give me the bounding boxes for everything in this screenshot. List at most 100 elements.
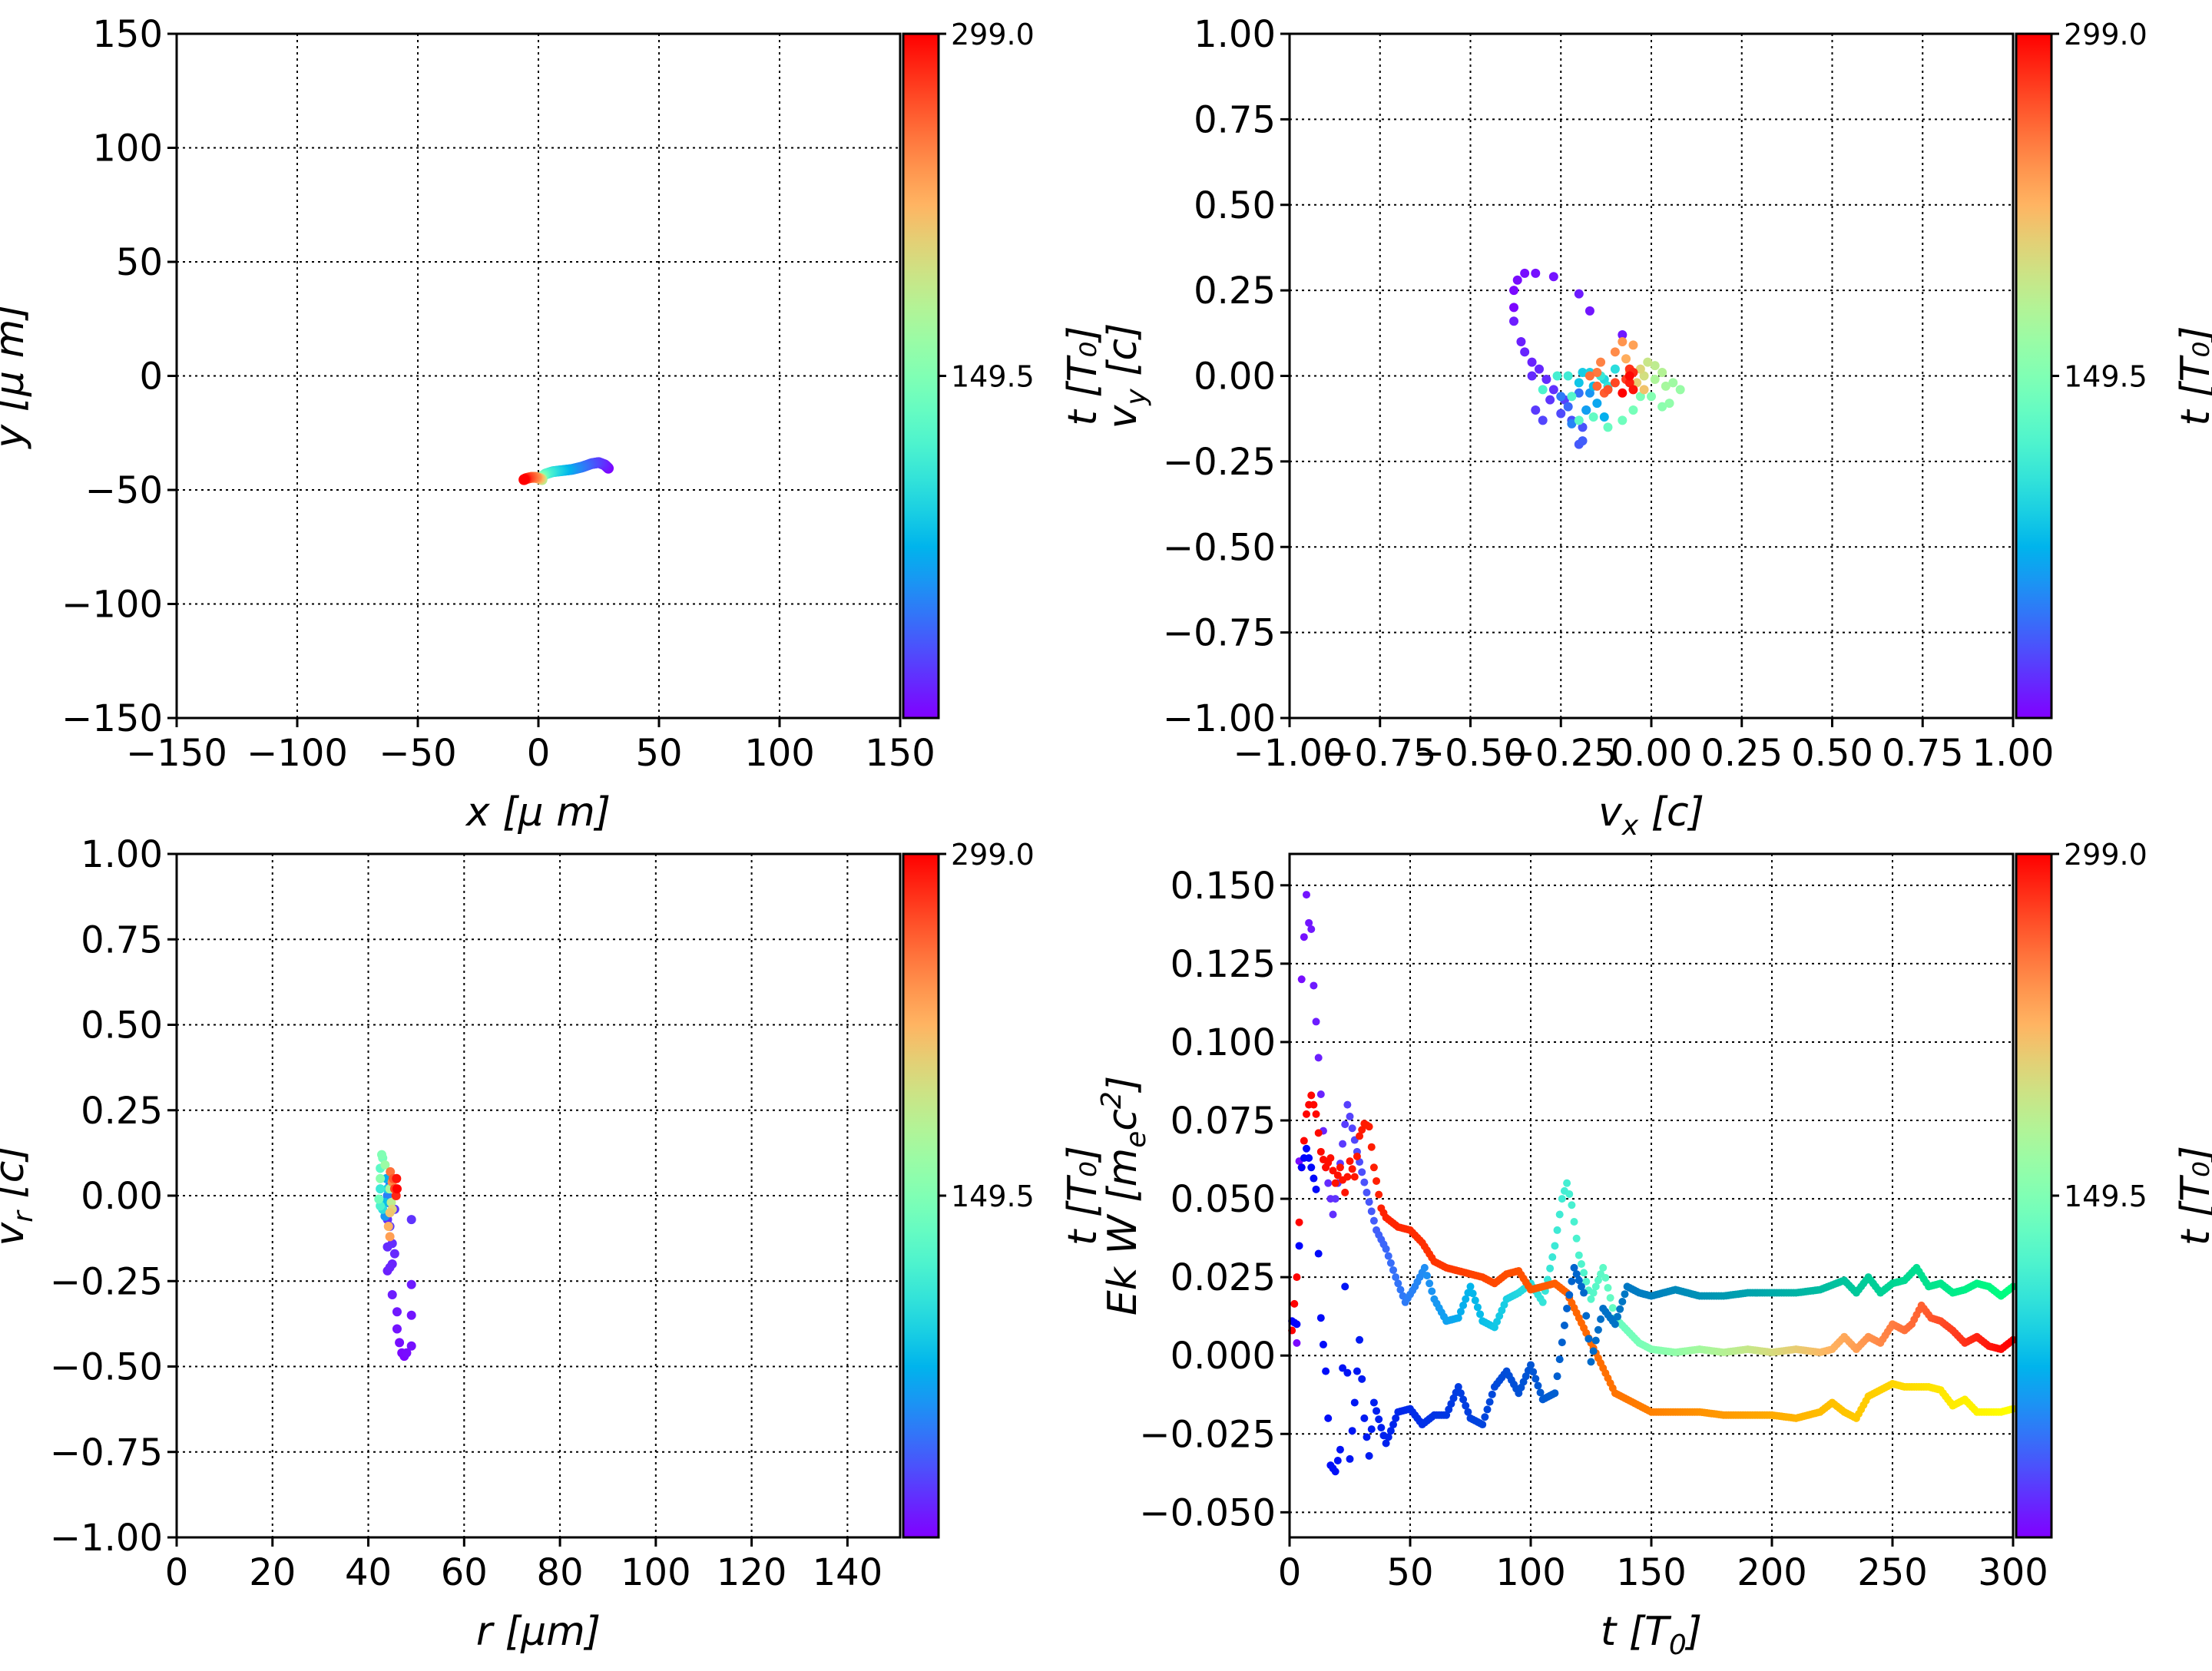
series-ek <box>1293 891 2017 1357</box>
y-tick-label: −1.00 <box>50 1517 163 1560</box>
energy-point <box>1621 1290 1629 1299</box>
energy-point <box>1599 1263 1608 1272</box>
energy-point <box>1319 1340 1327 1348</box>
x-tick-label: 20 <box>249 1551 296 1594</box>
energy-point <box>1346 1454 1354 1463</box>
velocity-point <box>1650 361 1660 371</box>
energy-point <box>1469 1289 1477 1298</box>
x-ticks: 0 20 40 60 80 100 120 140 <box>165 1537 882 1594</box>
velocity-point <box>1527 357 1537 367</box>
y-tick-label: 0.125 <box>1171 943 1276 986</box>
energy-point <box>1527 1361 1535 1369</box>
radial-point <box>386 1197 396 1207</box>
energy-point <box>1396 1286 1405 1294</box>
x-axis-label: r [μm] <box>476 1609 601 1655</box>
trajectory-point <box>518 474 530 485</box>
y-tick-label: 0.50 <box>1194 184 1276 227</box>
x-tick-label: −0.75 <box>1323 732 1436 775</box>
velocity-point <box>1624 371 1634 381</box>
colorbar-tick-label: 149.5 <box>2064 1180 2147 1213</box>
energy-point <box>1454 1383 1462 1391</box>
energy-point <box>1565 1291 1574 1299</box>
energy-point <box>1587 1295 1595 1303</box>
energy-point <box>1580 1289 1588 1297</box>
colorbar-label: t [T₀] <box>1060 1146 1106 1246</box>
energy-point <box>1363 1188 1371 1196</box>
energy-point <box>1608 1304 1617 1312</box>
energy-point <box>1459 1301 1468 1309</box>
energy-point <box>1568 1201 1576 1209</box>
velocity-point <box>1509 286 1519 296</box>
velocity-point <box>1552 371 1562 381</box>
colorbar-gradient <box>902 32 940 720</box>
colorbar-tick-label: 149.5 <box>951 360 1035 394</box>
energy-point <box>1343 1173 1352 1181</box>
energy-point <box>1582 1312 1591 1320</box>
x-tick-label: 120 <box>717 1551 787 1594</box>
x-tick-label: 300 <box>1978 1551 2048 1594</box>
energy-point <box>1466 1282 1475 1291</box>
colorbar-tick-label: 299.0 <box>951 838 1035 872</box>
y-tick-label: −0.050 <box>1139 1491 1276 1534</box>
velocity-point <box>1563 402 1573 412</box>
energy-point <box>1538 1298 1547 1306</box>
y-tick-label: 0.150 <box>1171 865 1276 908</box>
energy-point <box>1428 1287 1436 1295</box>
y-axis-label: y [μ m] <box>0 303 33 449</box>
velocity-point <box>1509 316 1519 326</box>
energy-point <box>1305 918 1313 927</box>
energy-point <box>1316 1147 1325 1156</box>
x-tick-label: 0.00 <box>1611 732 1693 775</box>
energy-point <box>1568 1277 1576 1286</box>
velocity-point <box>1567 419 1577 429</box>
energy-point <box>1324 1179 1333 1187</box>
energy-point <box>1365 1451 1373 1460</box>
radial-point <box>376 1184 386 1194</box>
energy-point <box>1302 1144 1310 1153</box>
energy-point <box>1331 1468 1339 1476</box>
radial-point <box>383 1222 393 1232</box>
velocity-point <box>1584 388 1594 398</box>
velocity-point <box>1603 385 1613 395</box>
velocity-point <box>1657 402 1667 412</box>
energy-point <box>1305 1154 1313 1163</box>
energy-point <box>1336 1445 1344 1454</box>
velocity-point <box>1581 405 1591 415</box>
energy-point <box>1314 1249 1323 1258</box>
radial-point <box>391 1191 401 1200</box>
trajectory-points <box>518 457 614 485</box>
energy-point <box>1339 1140 1347 1148</box>
energy-point <box>1310 1100 1318 1109</box>
velocity-point <box>1650 374 1660 384</box>
energy-point <box>1462 1295 1470 1303</box>
energy-point <box>1341 1282 1349 1291</box>
energy-point <box>1293 1273 1301 1282</box>
energy-point <box>1462 1401 1470 1410</box>
energy-point <box>1293 1338 1301 1347</box>
y-tick-label: 50 <box>116 241 163 284</box>
velocity-point <box>1618 330 1628 340</box>
energy-point <box>1369 1163 1378 1172</box>
energy-point <box>1591 1336 1600 1345</box>
energy-point <box>1348 1427 1356 1435</box>
velocity-point <box>1556 392 1566 402</box>
x-tick-label: 50 <box>635 732 682 775</box>
y-axis-label: vy [c] <box>1100 323 1152 429</box>
velocity-points <box>1509 268 1685 449</box>
radial-point <box>395 1338 405 1348</box>
energy-point <box>1310 981 1318 990</box>
energy-point <box>1350 1173 1359 1181</box>
x-tick-label: 1.00 <box>1972 732 2055 775</box>
y-ticks: −1.00 −0.75 −0.50 −0.25 0.00 0.25 0.50 0.75 1.00 <box>50 833 177 1560</box>
y-tick-label: 0.075 <box>1171 1100 1276 1143</box>
energy-point <box>1589 1347 1598 1355</box>
velocity-point <box>1610 364 1620 374</box>
y-ticks: −0.050 −0.025 0.000 0.025 0.050 0.075 0.100 0.1… <box>1139 865 1290 1534</box>
energy-point <box>1389 1266 1398 1274</box>
y-tick-label: 1.00 <box>1194 13 1276 56</box>
velocity-point <box>1596 357 1606 367</box>
energy-point <box>1558 1195 1566 1203</box>
y-tick-label: −0.50 <box>1163 526 1276 569</box>
energy-point <box>1307 925 1316 933</box>
energy-point <box>1382 1245 1390 1253</box>
